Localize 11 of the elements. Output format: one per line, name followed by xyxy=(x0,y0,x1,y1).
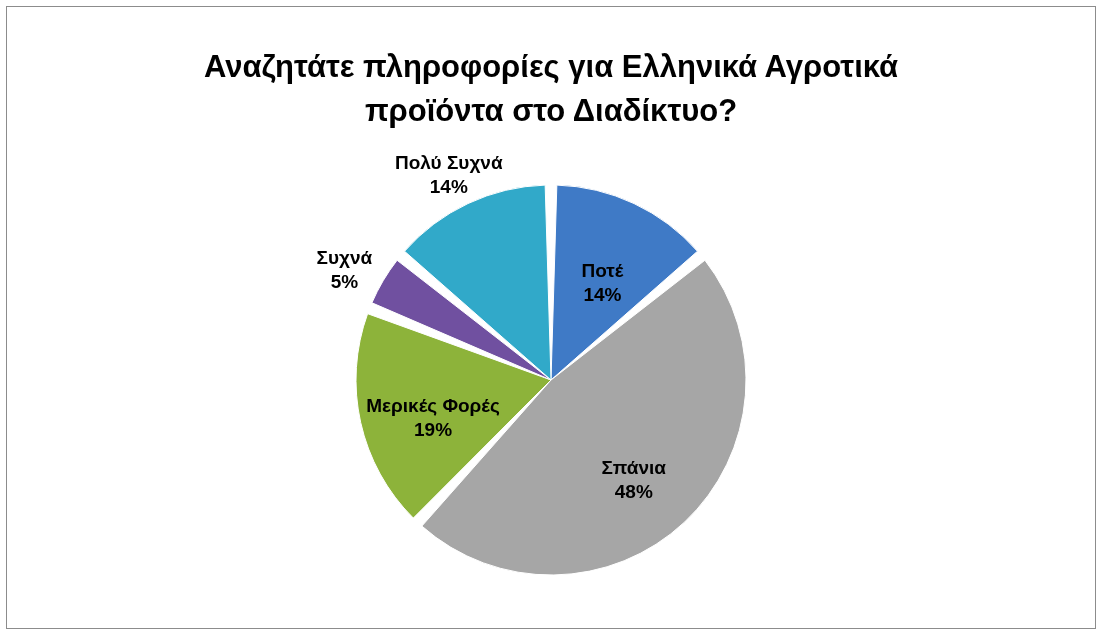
data-label: 14% xyxy=(583,283,622,305)
slice-label: Συχνά xyxy=(316,246,373,268)
chart-title: Αναζητάτε πληροφορίες για Ελληνικά Αγροτικά προϊόντα στο Διαδίκτυο? xyxy=(203,49,899,128)
slice-label: Σπάνια xyxy=(601,457,667,479)
data-label: 48% xyxy=(614,481,653,503)
data-label: 19% xyxy=(414,419,453,441)
data-label: 14% xyxy=(429,175,468,197)
slice-label: Μερικές Φορές xyxy=(366,395,500,417)
data-label: 5% xyxy=(330,270,359,292)
slice-label: Πολύ Συχνά xyxy=(395,151,503,173)
slice-label: Ποτέ xyxy=(581,259,624,281)
